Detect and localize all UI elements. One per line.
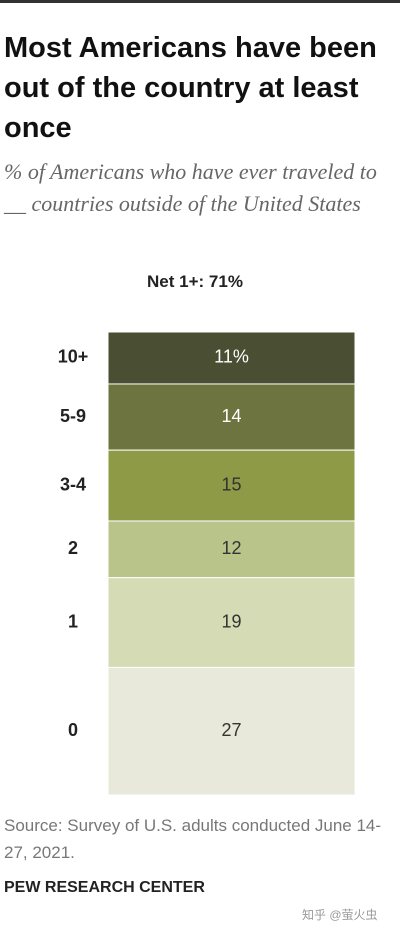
bar-segment — [107, 577, 356, 668]
category-label: 10+ — [58, 347, 89, 367]
category-label: 0 — [68, 720, 78, 740]
value-label: 14 — [221, 406, 241, 426]
value-label: 11% — [214, 347, 249, 367]
bar-segment — [107, 383, 356, 451]
category-label: 2 — [68, 538, 78, 558]
credit: PEW RESEARCH CENTER — [4, 879, 205, 896]
bar-segment — [107, 666, 356, 796]
watermark: 知乎 @萤火虫 — [302, 908, 378, 922]
chart-title: Most Americans have been out of the coun… — [4, 32, 377, 144]
value-label: 27 — [221, 720, 241, 740]
value-label: 15 — [221, 474, 241, 494]
value-label: 12 — [221, 538, 241, 558]
category-label: 3-4 — [60, 474, 86, 494]
bar-segment — [107, 520, 356, 579]
category-label: 5-9 — [60, 406, 86, 426]
source: Source: Survey of U.S. adults conducted … — [4, 816, 382, 862]
value-label: 19 — [221, 611, 241, 631]
top-rule — [0, 0, 400, 3]
annotation: Net 1+: 71% — [147, 272, 243, 291]
bar-segment — [107, 331, 356, 385]
bar-segment — [107, 449, 356, 522]
chart-subtitle: % of Americans who have ever traveled to… — [4, 159, 377, 216]
category-label: 1 — [68, 611, 78, 631]
